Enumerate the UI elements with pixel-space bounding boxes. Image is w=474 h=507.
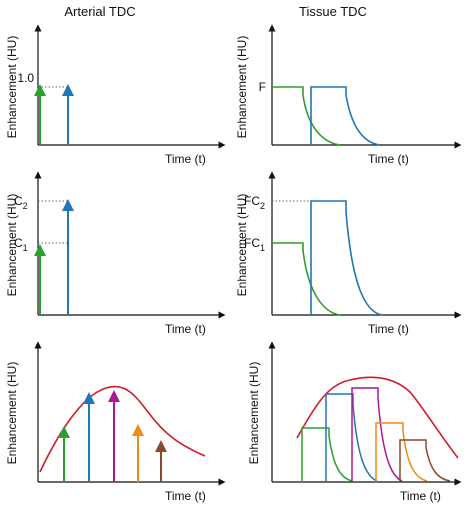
- panel-arterial-1: Enhancement (HU) Time (t) 1.0: [5, 24, 226, 166]
- brown-tissue-curve: [399, 439, 451, 482]
- magenta-tissue-curve: [351, 387, 403, 482]
- panel-tissue-1: Enhancement (HU) Time (t) F: [235, 24, 462, 166]
- y-axis-label: Enhancement (HU): [5, 362, 19, 465]
- y-axis-label: Enhancement (HU): [5, 194, 19, 297]
- panel-arterial-2: Enhancement (HU) Time (t) C2 C1: [5, 171, 226, 336]
- tick-c1: C1: [14, 236, 28, 253]
- green-tissue-curve: [272, 86, 341, 146]
- tick-c2: C2: [14, 194, 28, 211]
- green-tissue-curve: [301, 427, 353, 482]
- x-axis-label: Time (t): [368, 322, 409, 336]
- panel-tissue-3: Enhancement (HU) Time (t): [247, 341, 462, 503]
- tick-1-0: 1.0: [17, 71, 34, 85]
- x-axis-label: Time (t): [165, 322, 206, 336]
- y-axis-label: Enhancement (HU): [235, 36, 249, 139]
- orange-tissue-curve: [375, 422, 428, 482]
- tick-f: F: [259, 80, 266, 94]
- title-arterial-tdc: Arterial TDC: [64, 4, 135, 19]
- x-axis-label: Time (t): [368, 152, 409, 166]
- x-axis-label: Time (t): [165, 489, 206, 503]
- y-axis-label: Enhancement (HU): [5, 36, 19, 139]
- y-axis-label: Enhancement (HU): [235, 194, 249, 297]
- tissue-envelope-curve: [296, 376, 459, 459]
- green-tissue-curve: [272, 242, 341, 316]
- title-tissue-tdc: Tissue TDC: [299, 4, 367, 19]
- x-axis-label: Time (t): [400, 489, 441, 503]
- y-axis-label: Enhancement (HU): [247, 362, 261, 465]
- blue-tissue-curve: [310, 86, 381, 146]
- tick-fc2: FC2: [244, 194, 265, 211]
- tick-fc1: FC1: [244, 236, 265, 253]
- panel-tissue-2: Enhancement (HU) Time (t) FC2 FC1: [235, 171, 462, 336]
- blue-tissue-curve: [310, 200, 383, 316]
- panel-arterial-3: Enhancement (HU) Time (t): [5, 341, 226, 503]
- x-axis-label: Time (t): [165, 152, 206, 166]
- blue-tissue-curve: [325, 393, 378, 482]
